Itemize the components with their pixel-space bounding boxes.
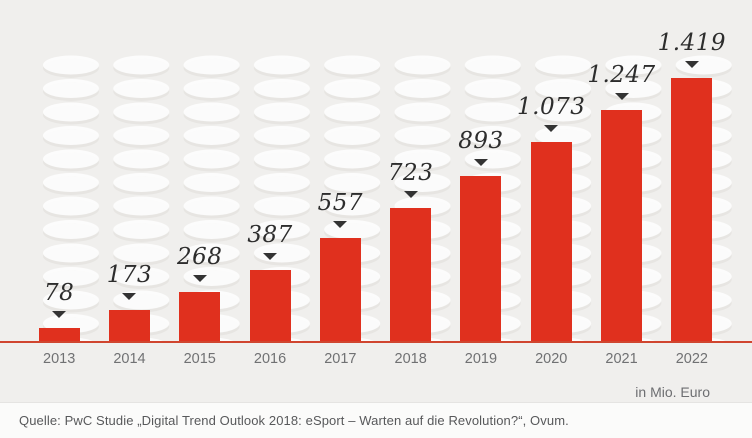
triangle-down-icon	[544, 125, 559, 133]
bar-column: 268	[165, 246, 235, 342]
bar-column: 557	[305, 192, 375, 342]
x-axis-line	[0, 341, 752, 343]
bar	[319, 238, 361, 342]
bar-value-label: 387	[247, 222, 293, 248]
unit-label: in Mio. Euro	[635, 384, 710, 400]
bar-value-label: 723	[387, 159, 434, 186]
year-label: 2013	[43, 351, 76, 367]
bar-column: 173	[94, 261, 164, 342]
triangle-down-icon	[333, 221, 348, 229]
triangle-down-icon	[614, 93, 629, 100]
bar-value-label: 78	[44, 279, 75, 306]
year-axis: 2013 2014 2015 2016 2017 2018 2019 2020 2021 2022	[24, 351, 727, 367]
bar-column: 387	[235, 224, 305, 342]
triangle-down-icon	[473, 158, 488, 166]
bars-row: 78 173 268 387 557 723 893 1.073 1.247 1.419	[24, 0, 727, 342]
triangle-down-icon	[52, 310, 67, 318]
bar-column: 1.419	[657, 32, 727, 342]
year-label: 2020	[535, 351, 568, 367]
bar	[601, 110, 643, 342]
year-label: 2018	[394, 351, 427, 367]
year-label: 2016	[253, 351, 287, 367]
bar-value-label: 1.419	[657, 30, 726, 56]
bar	[460, 175, 502, 342]
bar-value-label: 173	[106, 261, 153, 288]
year-label: 2021	[605, 351, 638, 367]
triangle-down-icon	[192, 275, 207, 283]
bar-value-label: 893	[458, 127, 504, 154]
bar-value-label: 268	[177, 244, 223, 271]
year-label: 2017	[324, 351, 357, 367]
bar-value-label: 1.073	[517, 94, 586, 121]
bar	[179, 292, 221, 342]
bar	[671, 78, 713, 342]
bar	[530, 142, 572, 342]
triangle-down-icon	[263, 253, 278, 260]
source-footer: Quelle: PwC Studie „Digital Trend Outloo…	[0, 402, 752, 438]
bar-value-label: 1.247	[587, 62, 656, 88]
year-label: 2019	[464, 351, 498, 367]
source-text: Quelle: PwC Studie „Digital Trend Outloo…	[19, 413, 569, 428]
bar	[38, 327, 80, 342]
year-label: 2015	[183, 351, 216, 367]
year-label: 2022	[675, 351, 708, 367]
bar-column: 1.073	[516, 96, 586, 342]
bar	[249, 270, 291, 342]
chart-plot-area: 78 173 268 387 557 723 893 1.073 1.247 1.419 2013…	[0, 0, 752, 402]
bar-column: 78	[24, 279, 94, 342]
bar-column: 893	[446, 127, 516, 342]
bar-value-label: 557	[317, 190, 364, 217]
bar-column: 723	[375, 159, 445, 342]
bar-column: 1.247	[586, 64, 656, 342]
bar	[108, 309, 150, 342]
triangle-down-icon	[684, 61, 699, 68]
bar	[390, 207, 432, 342]
year-label: 2014	[113, 351, 146, 367]
triangle-down-icon	[403, 190, 418, 198]
triangle-down-icon	[122, 292, 137, 300]
